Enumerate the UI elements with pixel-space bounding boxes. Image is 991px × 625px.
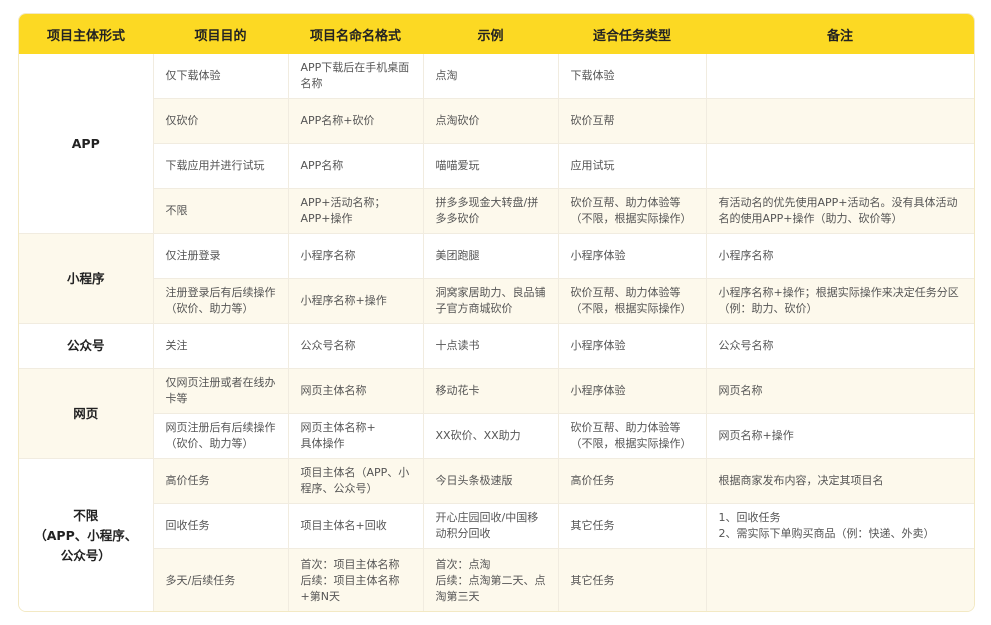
table-cell: 下载体验: [557, 54, 706, 99]
table-cell: XX砍价、XX助力: [422, 413, 558, 459]
column-header: 项目名命名格式: [288, 14, 423, 54]
project-type-cell: 公众号: [19, 323, 153, 369]
table-cell: 1、回收任务 2、需实际下单购买商品（例：快递、外卖）: [705, 503, 974, 549]
table-cell: 砍价互帮、助力体验等 （不限，根据实际操作）: [557, 188, 706, 234]
table-cell: 仅下载体验: [152, 54, 288, 99]
table-cell: 网页名称+操作: [705, 413, 974, 459]
table-cell: 下载应用并进行试玩: [152, 143, 288, 189]
table-cell: 应用试玩: [557, 143, 706, 189]
table-row: 不限 （APP、小程序、 公众号） 高价任务 项目主体名（APP、小程序、公众号）今…: [19, 458, 974, 611]
table-cell: APP下载后在手机桌面名称: [287, 54, 423, 99]
table-cell: 仅注册登录: [152, 233, 288, 279]
table-cell: 小程序名称+操作: [287, 278, 423, 324]
table-cell: APP+活动名称； APP+操作: [287, 188, 423, 234]
table-cell: 高价任务: [557, 458, 706, 504]
table-header-row: 项目主体形式 项目目的 项目名命名格式 示例 适合任务类型 备注: [19, 14, 974, 54]
table-cell: 洞窝家居助力、良品铺子官方商城砍价: [422, 278, 558, 324]
table-cell: 注册登录后有后续操作（砍价、助力等）: [152, 278, 288, 324]
table-cell: 不限: [152, 188, 288, 234]
table-cell: 首次：项目主体名称 后续：项目主体名称+第N天: [287, 548, 423, 611]
table-cell: 高价任务: [152, 458, 288, 504]
table-cell: 砍价互帮、助力体验等 （不限，根据实际操作）: [557, 413, 706, 459]
table-cell: [705, 54, 974, 99]
table-row: 不限 APP+活动名称； APP+操作 拼多多现金大转盘/拼多多砍价 砍价互帮、助力体…: [19, 188, 974, 234]
table-cell: 开心庄园回收/中国移动积分回收: [422, 503, 558, 549]
table-cell: 美团跑腿: [422, 233, 558, 279]
table-row: 仅砍价 APP名称+砍价 点淘砍价 砍价互帮: [19, 98, 974, 144]
table-cell: 关注: [152, 323, 288, 369]
table-cell: 网页注册后有后续操作（砍价、助力等）: [152, 413, 288, 459]
table-cell: 小程序体验: [557, 323, 706, 369]
table-cell: [705, 98, 974, 144]
table-cell: 小程序名称: [287, 233, 423, 279]
table-cell: 其它任务: [557, 503, 706, 549]
table-cell: 点淘: [422, 54, 558, 99]
table-cell: 有活动名的优先使用APP+活动名。没有具体活动名的使用APP+操作（助力、砍价等…: [705, 188, 974, 234]
table-row: 公众号 关注 公众号名称 十点读书 小程序体验 公众号名称: [19, 323, 974, 369]
project-type-cell: 不限 （APP、小程序、 公众号）: [19, 458, 153, 611]
table-row: 小程序 仅注册登录 小程序名称 美团跑腿 小程序体验 小程序名称: [19, 233, 974, 324]
table-cell: APP名称: [287, 143, 423, 189]
table-row: 回收任务 项目主体名+回收 开心庄园回收/中国移动积分回收 其它任务 1、回收任务 2、…: [19, 503, 974, 549]
table-cell: 仅网页注册或者在线办卡等: [152, 368, 288, 414]
table-cell: 网页主体名称+ 具体操作: [287, 413, 423, 459]
column-header: 项目主体形式: [19, 14, 153, 54]
table-row: 多天/后续任务 首次：项目主体名称 后续：项目主体名称+第N天 首次：点淘 后续：点…: [19, 548, 974, 611]
project-naming-table: 项目主体形式 项目目的 项目名命名格式 示例 适合任务类型 备注 APP 仅下载体验 APP下…: [19, 14, 974, 611]
table-cell: 小程序名称: [705, 233, 974, 279]
table-cell: 仅砍价: [152, 98, 288, 144]
table-cell: 公众号名称: [705, 323, 974, 369]
table-cell: 移动花卡: [422, 368, 558, 414]
project-type-cell: APP: [19, 54, 153, 234]
table-cell: 十点读书: [422, 323, 558, 369]
table-cell: 首次：点淘 后续：点淘第二天、点淘第三天: [422, 548, 558, 611]
table-cell: 砍价互帮: [557, 98, 706, 144]
project-type-cell: 小程序: [19, 233, 153, 324]
column-header: 备注: [706, 14, 974, 54]
table-cell: 今日头条极速版: [422, 458, 558, 504]
column-header: 示例: [423, 14, 558, 54]
table-cell: 点淘砍价: [422, 98, 558, 144]
table-cell: 项目主体名+回收: [287, 503, 423, 549]
table-row: APP 仅下载体验 APP下载后在手机桌面名称 点淘 下载体验: [19, 54, 974, 234]
table-row: 注册登录后有后续操作（砍价、助力等） 小程序名称+操作 洞窝家居助力、良品铺子官方商…: [19, 278, 974, 324]
table-row: 网页注册后有后续操作（砍价、助力等） 网页主体名称+ 具体操作 XX砍价、XX助力砍…: [19, 413, 974, 459]
table-cell: 项目主体名（APP、小程序、公众号）: [287, 458, 423, 504]
table-cell: 小程序体验: [557, 233, 706, 279]
table-cell: 砍价互帮、助力体验等 （不限，根据实际操作）: [557, 278, 706, 324]
table-row: 下载应用并进行试玩 APP名称 喵喵爱玩 应用试玩: [19, 143, 974, 189]
table-cell: 小程序体验: [557, 368, 706, 414]
project-type-cell: 网页: [19, 368, 153, 459]
table-cell: 网页主体名称: [287, 368, 423, 414]
table-cell: 多天/后续任务: [152, 548, 288, 611]
table-cell: [705, 548, 974, 611]
table-cell: 回收任务: [152, 503, 288, 549]
table-cell: 公众号名称: [287, 323, 423, 369]
column-header: 项目目的: [153, 14, 288, 54]
table-cell: 小程序名称+操作；根据实际操作来决定任务分区（例：助力、砍价）: [705, 278, 974, 324]
project-naming-table-container: 项目主体形式 项目目的 项目名命名格式 示例 适合任务类型 备注 APP 仅下载体验 APP下…: [18, 13, 975, 612]
table-cell: [705, 143, 974, 189]
table-cell: 喵喵爱玩: [422, 143, 558, 189]
table-row: 网页 仅网页注册或者在线办卡等 网页主体名称 移动花卡 小程序体验 网页名称: [19, 368, 974, 459]
table-cell: 拼多多现金大转盘/拼多多砍价: [422, 188, 558, 234]
table-cell: APP名称+砍价: [287, 98, 423, 144]
table-cell: 其它任务: [557, 548, 706, 611]
column-header: 适合任务类型: [558, 14, 706, 54]
table-cell: 根据商家发布内容，决定其项目名: [705, 458, 974, 504]
table-cell: 网页名称: [705, 368, 974, 414]
